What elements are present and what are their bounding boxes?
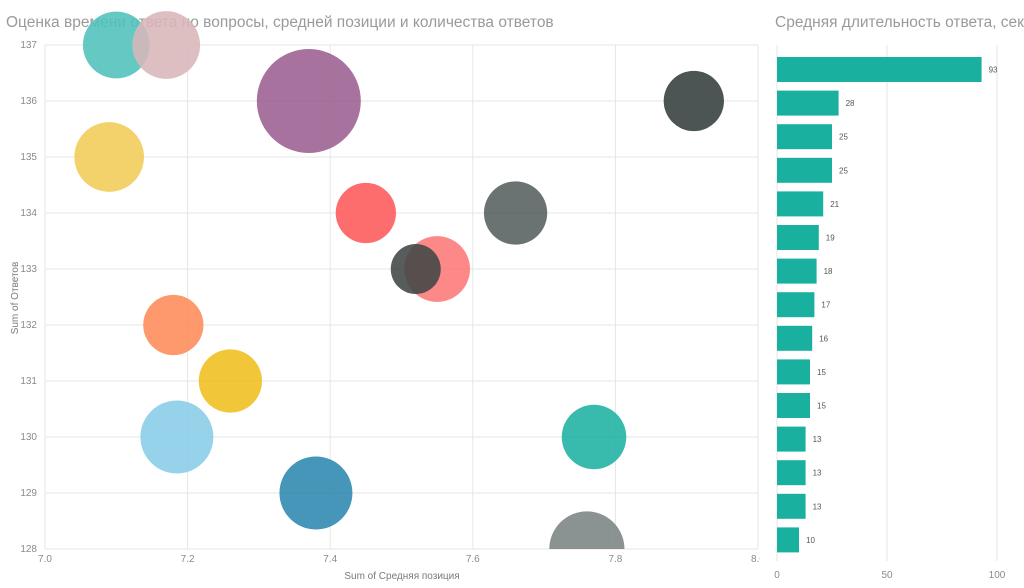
x-tick-label: 7.2	[181, 554, 195, 565]
bar[interactable]	[777, 292, 815, 318]
y-tick-label: 128	[20, 544, 37, 555]
bar-data-label: 25	[839, 133, 848, 142]
bar-data-label: 15	[817, 402, 826, 411]
bubble-point[interactable]	[140, 400, 214, 474]
x-axis-title: Sum of Средняя позиция	[344, 571, 459, 582]
bar[interactable]	[777, 460, 806, 486]
x-tick-label: 7.6	[466, 554, 480, 565]
bar-data-label: 13	[813, 469, 822, 478]
bar-data-label: 19	[826, 234, 835, 243]
bar[interactable]	[777, 359, 810, 385]
y-tick-label: 132	[20, 320, 37, 331]
y-tick-label: 130	[20, 432, 37, 443]
bar-data-label: 18	[824, 267, 833, 276]
bar[interactable]	[777, 325, 813, 351]
y-tick-label: 136	[20, 96, 37, 107]
bar[interactable]	[777, 393, 810, 418]
x-tick-label: 8.0	[751, 554, 760, 565]
bubble-point[interactable]	[82, 11, 150, 79]
bar-series: 93 28 25 25 21 19 18 17 16 15 15 13 13 13 10	[777, 57, 998, 553]
bar-x-tick-label: 0	[774, 570, 780, 581]
bar-data-label: 21	[830, 200, 839, 209]
x-tick-label: 7.8	[608, 554, 622, 565]
bar-x-tick-label: 50	[881, 570, 893, 581]
bar-x-tick-label: 100	[989, 570, 1006, 581]
bar-data-label: 16	[819, 334, 828, 343]
bar-data-label: 13	[813, 502, 822, 511]
bubble-point[interactable]	[198, 349, 263, 413]
bar[interactable]	[777, 225, 819, 250]
bubble-point[interactable]	[483, 181, 548, 245]
bar[interactable]	[777, 57, 982, 82]
bar[interactable]	[777, 157, 832, 183]
y-tick-label: 131	[20, 376, 37, 387]
bubble-series	[74, 11, 724, 586]
x-tick-label: 7.0	[38, 554, 52, 565]
bubble-point[interactable]	[74, 122, 144, 192]
bar-data-label: 15	[817, 368, 826, 377]
bar-data-label: 10	[806, 536, 815, 545]
bubble-point[interactable]	[143, 294, 204, 356]
bubble-point[interactable]	[549, 511, 625, 586]
bar[interactable]	[777, 191, 824, 217]
bar-data-label: 28	[846, 99, 855, 108]
bar-axis-ticks: 0 50 100	[774, 570, 1006, 581]
y-tick-label: 129	[20, 488, 37, 499]
bar[interactable]	[777, 258, 817, 284]
bubble-grid	[44, 44, 759, 550]
y-tick-label: 134	[20, 208, 37, 219]
bar-data-label: 17	[821, 301, 830, 310]
bubble-point[interactable]	[132, 11, 201, 79]
bar[interactable]	[777, 493, 806, 519]
bar[interactable]	[777, 124, 832, 150]
y-tick-label: 137	[20, 40, 37, 51]
bar-data-label: 25	[839, 166, 848, 175]
bubble-chart: 7.0 7.2 7.4 7.6 7.8 8.0 128 129 130 131 132 133 134 1…	[10, 11, 760, 586]
bar-chart: 93 28 25 25 21 19 18 17 16 15 15 13 13 13 10 0 50 100	[774, 45, 1006, 581]
bar-chart-title: Средняя длительность ответа, сек	[775, 14, 1024, 31]
bubble-point[interactable]	[390, 244, 441, 294]
bar-data-label: 13	[813, 435, 822, 444]
bar[interactable]	[777, 426, 806, 452]
bubble-point[interactable]	[561, 404, 627, 470]
bubble-point[interactable]	[256, 49, 361, 153]
bubble-point[interactable]	[335, 182, 396, 244]
bar[interactable]	[777, 90, 839, 116]
bar-data-label: 93	[989, 66, 998, 75]
y-tick-label: 135	[20, 152, 37, 163]
y-tick-label: 133	[20, 264, 37, 275]
bubble-point[interactable]	[279, 456, 353, 530]
bubble-point[interactable]	[663, 70, 724, 132]
x-tick-label: 7.4	[323, 554, 337, 565]
y-axis-title: Sum of Ответов	[10, 262, 21, 335]
bar[interactable]	[777, 527, 799, 553]
bubble-axis-ticks: 7.0 7.2 7.4 7.6 7.8 8.0 128 129 130 131 132 133 134 1…	[20, 40, 760, 565]
